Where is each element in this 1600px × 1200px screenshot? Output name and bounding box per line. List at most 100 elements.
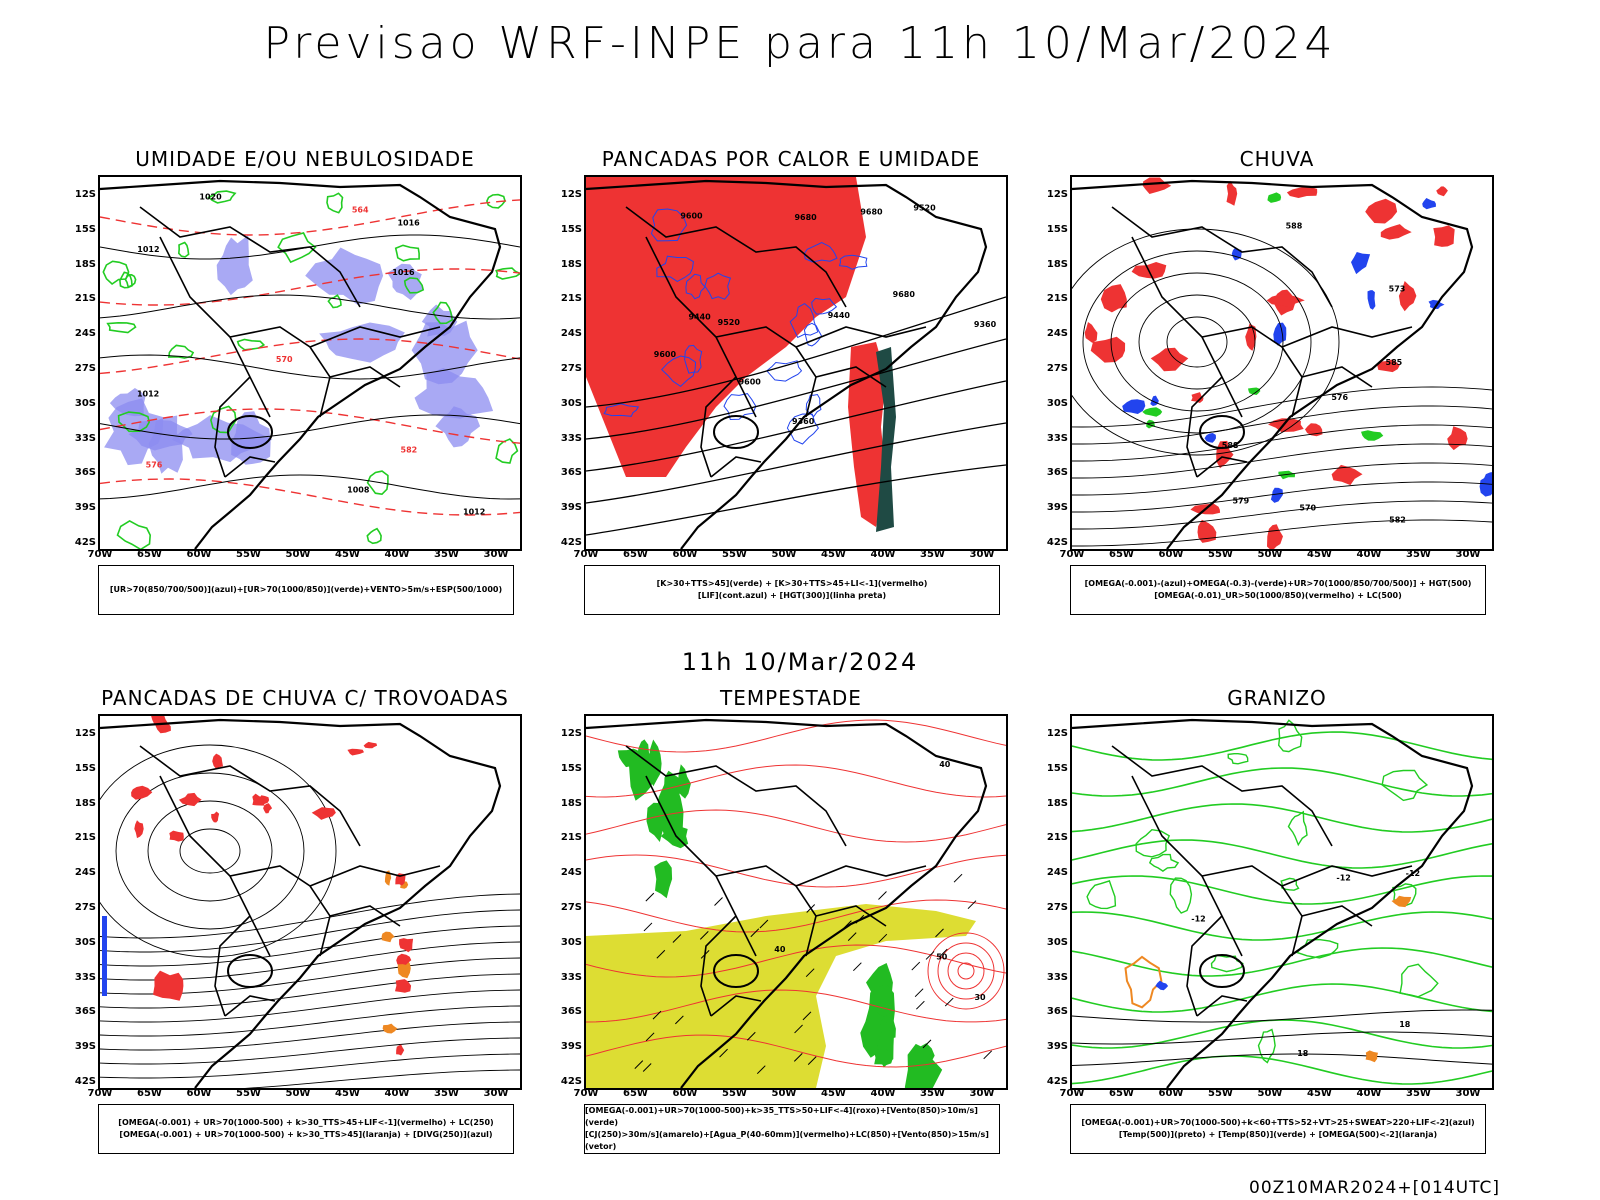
lon-tick-label: 55W: [1208, 549, 1233, 560]
map-svg: 1012 1012 1020 1016 1008 1012 1016 576 582 570 564: [100, 179, 520, 549]
panel-legend: [OMEGA(-0.001)+UR>70(1000-500)+k<60+TTS>…: [1070, 1104, 1486, 1154]
lat-tick-label: 12S: [74, 728, 96, 739]
lifted-index-contour: [811, 297, 838, 315]
rain-area: [1331, 464, 1363, 486]
thickness-contour: [100, 268, 520, 306]
lon-tick-label: 65W: [623, 549, 648, 560]
state-border: [1281, 326, 1413, 348]
temperature-850-contour: [1227, 753, 1249, 765]
lon-tick-label: 60W: [1158, 549, 1184, 560]
humidity-area: [319, 322, 405, 363]
divergence-area: [102, 916, 107, 996]
rio-de-la-plata: [227, 415, 273, 449]
low-level-jet-area: [646, 802, 668, 842]
panel-title: GRANIZO: [1227, 686, 1327, 710]
lat-tick-label: 21S: [74, 832, 96, 844]
rain-area: [1286, 186, 1318, 198]
streamline: [100, 1037, 520, 1065]
streamline: [1072, 228, 1340, 456]
lon-tick-label: 45W: [821, 1088, 846, 1099]
lon-tick-label: 55W: [236, 549, 261, 560]
omega-500-area: [1124, 955, 1163, 1009]
rain-area: [1380, 224, 1412, 240]
lat-tick-label: 36S: [560, 1006, 582, 1018]
wind-vector: [645, 1032, 655, 1042]
legend-line: [LIF](cont.azul) + [HGT(300)](linha pret…: [697, 591, 887, 600]
lon-tick-label: 60W: [672, 549, 698, 560]
lat-tick-label: 24S: [74, 328, 96, 340]
state-border: [625, 745, 847, 847]
omega-area: [1351, 252, 1371, 275]
wind-vector: [878, 933, 888, 943]
chuva-panel: CHUVA 12S 15S 18S 21S 24S 27S 30S 33S 36S 39S 42S 70…: [1042, 147, 1512, 617]
rain-area: [1226, 180, 1238, 206]
lat-tick-label: 39S: [74, 1041, 96, 1053]
lifted-index-contour: [766, 360, 803, 382]
temperature-850-contour: [1072, 839, 1492, 869]
contour-value-label: 9600: [739, 377, 762, 386]
contour-value-label: 1016: [397, 219, 420, 228]
lifted-index-contour: [803, 322, 823, 347]
lat-tick-label: 39S: [1046, 502, 1068, 514]
omega-area: [1422, 198, 1436, 210]
temperature-850-contour: [1072, 1055, 1492, 1085]
lat-tick-label: 36S: [560, 467, 582, 479]
lat-tick-label: 42S: [560, 1076, 582, 1087]
lat-tick-label: 18S: [560, 258, 582, 270]
lon-tick-label: 40W: [384, 549, 410, 560]
contour-value-label: 1012: [463, 507, 485, 516]
wind-vector: [642, 1063, 652, 1072]
precipitable-water-contour: [586, 764, 1006, 798]
pressure-isobar: [100, 354, 520, 380]
lon-tick-label: 50W: [1257, 549, 1283, 560]
lifted-index-contour: [684, 344, 703, 374]
lon-tick-label: 40W: [384, 1088, 410, 1099]
lon-tick-label: 50W: [285, 1088, 311, 1099]
instability-area: [586, 177, 866, 477]
lat-tick-label: 27S: [1046, 902, 1068, 913]
contour-value-label: 9600: [680, 211, 703, 220]
map-svg: [100, 716, 520, 1088]
coastline: [1072, 718, 1474, 1088]
lon-tick-label: 45W: [335, 1088, 360, 1099]
lat-tick-label: 30S: [560, 936, 582, 948]
lat-tick-label: 24S: [1046, 328, 1068, 340]
lifted-index-contour: [650, 208, 688, 242]
lon-tick-label: 45W: [335, 549, 360, 560]
contour-value-label: 1012: [137, 390, 159, 399]
lat-tick-label: 39S: [1046, 1041, 1068, 1053]
wind-vector: [967, 900, 977, 910]
contour-value-label: 9360: [974, 320, 997, 329]
contour-value-label: 582: [1389, 515, 1406, 524]
omega-area: [1270, 487, 1283, 503]
lat-tick-label: 42S: [560, 537, 582, 548]
panel-legend: [UR>70(850/700/500)](azul)+[UR>70(1000/8…: [98, 565, 514, 615]
wind-vector: [878, 891, 887, 900]
granizo-panel: GRANIZO 12S 15S 18S 21S 24S 27S 30S 33S 36S 39S 42S…: [1042, 686, 1512, 1156]
hail-area: [1155, 980, 1169, 991]
state-border: [1301, 366, 1373, 388]
coastline: [586, 179, 988, 549]
lon-tick-label: 35W: [920, 1088, 945, 1099]
lat-tick-label: 33S: [560, 432, 582, 444]
state-border: [224, 995, 276, 1017]
map-svg: 588 588 585 582 579 576 573 570: [1072, 177, 1492, 549]
contour-value-label: 9520: [718, 318, 741, 327]
lon-tick-label: 30W: [483, 1088, 509, 1099]
contour-value-label: 18: [1297, 1049, 1309, 1058]
wind-vector: [922, 1039, 932, 1049]
lifted-index-contour: [838, 254, 868, 270]
lat-tick-label: 18S: [74, 797, 96, 809]
wind-vector: [719, 1048, 728, 1058]
coastline: [100, 718, 502, 1088]
precipitable-water-contour: [586, 809, 1006, 843]
low-level-humidity-contour: [366, 470, 389, 496]
wind-vector: [672, 934, 682, 943]
umidade-panel: UMIDADE E/OU NEBULOSIDADE 12S 15S 18S 21S 24S…: [70, 147, 540, 617]
state-border: [1281, 865, 1413, 887]
lon-tick-label: 45W: [821, 549, 846, 560]
streamline: [1072, 386, 1492, 428]
state-border: [309, 326, 441, 348]
low-level-humidity-contour: [116, 519, 152, 549]
lon-tick-label: 65W: [1109, 1088, 1134, 1099]
